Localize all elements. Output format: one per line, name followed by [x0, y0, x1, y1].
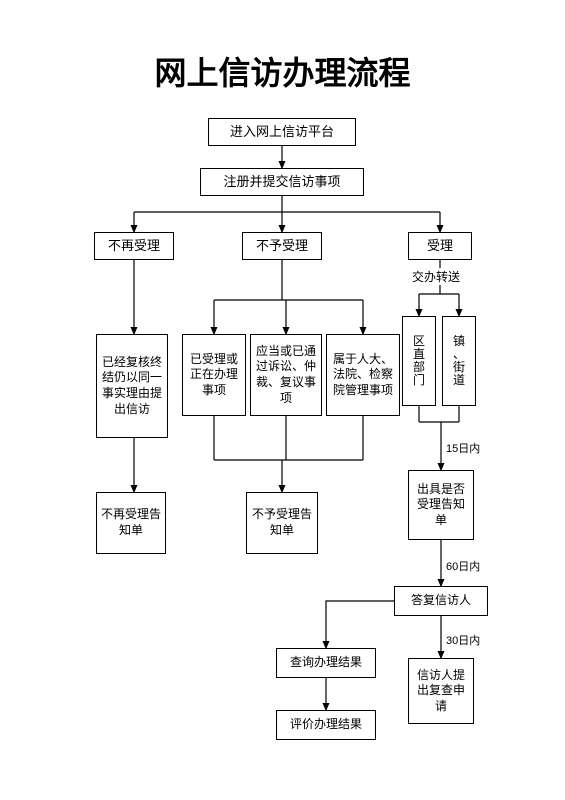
- edge-label-lbl_jiaoban: 交办转送: [412, 268, 460, 285]
- flow-node-n11: 镇、街道: [442, 316, 476, 406]
- flow-node-n8: 应当或已通过诉讼、仲裁、复议事项: [250, 334, 322, 416]
- flow-node-n12: 不再受理告知单: [96, 492, 166, 554]
- flow-node-n2: 注册并提交信访事项: [200, 168, 364, 196]
- flow-node-n16: 查询办理结果: [276, 648, 376, 678]
- flow-node-n14: 出具是否受理告知单: [408, 470, 474, 540]
- flow-node-n15: 答复信访人: [394, 586, 488, 616]
- edge-label-lbl_30d: 30日内: [446, 632, 480, 648]
- flow-node-n17: 评价办理结果: [276, 710, 376, 740]
- flow-node-n5: 受理: [408, 232, 472, 260]
- edge-label-lbl_15d: 15日内: [446, 440, 480, 456]
- edge-label-lbl_60d: 60日内: [446, 558, 480, 574]
- flow-node-n1: 进入网上信访平台: [208, 118, 356, 146]
- flow-node-n4: 不予受理: [242, 232, 322, 260]
- flow-node-n9: 属于人大、法院、检察院管理事项: [326, 334, 400, 416]
- flowchart-title: 网上信访办理流程: [0, 48, 565, 94]
- flow-node-n10: 区直部门: [402, 316, 436, 406]
- flow-node-n7: 已受理或正在办理事项: [182, 334, 246, 416]
- flow-node-n3: 不再受理: [94, 232, 174, 260]
- flow-node-n13: 不予受理告知单: [246, 492, 318, 554]
- flow-node-n6: 已经复核终结仍以同一事实理由提出信访: [96, 334, 168, 438]
- flow-node-n18: 信访人提出复查申请: [408, 658, 474, 724]
